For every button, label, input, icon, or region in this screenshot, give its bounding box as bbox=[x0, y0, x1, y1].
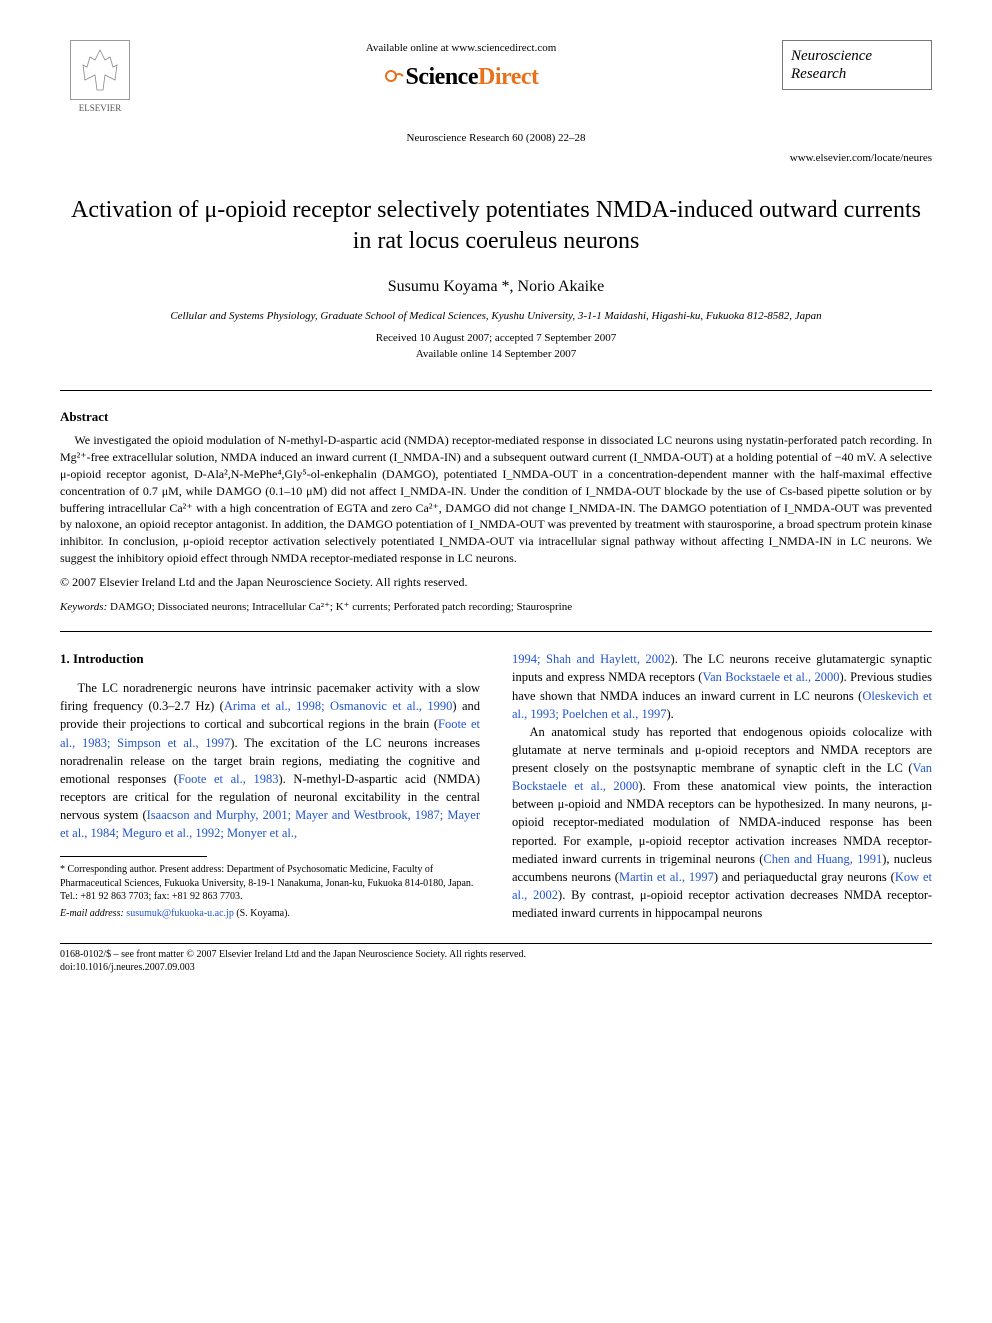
elsevier-tree-icon bbox=[70, 40, 130, 100]
col2-p1: 1994; Shah and Haylett, 2002). The LC ne… bbox=[512, 650, 932, 723]
footnote-divider bbox=[60, 856, 207, 857]
footnote-block: * Corresponding author. Present address:… bbox=[60, 863, 480, 920]
divider-bottom bbox=[60, 943, 932, 944]
issn-line: 0168-0102/$ – see front matter © 2007 El… bbox=[60, 948, 932, 961]
locate-url[interactable]: www.elsevier.com/locate/neures bbox=[60, 150, 932, 167]
t: ). By contrast, μ-opioid receptor activa… bbox=[512, 888, 932, 920]
left-column: 1. Introduction The LC noradrenergic neu… bbox=[60, 650, 480, 923]
email-label: E-mail address: bbox=[60, 908, 124, 919]
corresponding-author: * Corresponding author. Present address:… bbox=[60, 863, 480, 904]
journal-title-box: Neuroscience Research bbox=[782, 40, 932, 90]
abstract-text: We investigated the opioid modulation of… bbox=[60, 432, 932, 566]
header-row: ELSEVIER Available online at www.science… bbox=[60, 40, 932, 116]
col2-p2: An anatomical study has reported that en… bbox=[512, 723, 932, 922]
cite-1994[interactable]: 1994; Shah and Haylett, 2002 bbox=[512, 652, 671, 666]
t: ) and periaqueductal gray neurons ( bbox=[714, 870, 895, 884]
intro-p1: The LC noradrenergic neurons have intrin… bbox=[60, 679, 480, 842]
cite-chen[interactable]: Chen and Huang, 1991 bbox=[763, 852, 882, 866]
intro-heading: 1. Introduction bbox=[60, 650, 480, 669]
email-line: E-mail address: susumuk@fukuoka-u.ac.jp … bbox=[60, 907, 480, 921]
divider-mid bbox=[60, 631, 932, 632]
dates-received: Received 10 August 2007; accepted 7 Sept… bbox=[60, 331, 932, 346]
t: An anatomical study has reported that en… bbox=[512, 725, 932, 775]
right-column: 1994; Shah and Haylett, 2002). The LC ne… bbox=[512, 650, 932, 923]
email-who: (S. Koyama). bbox=[236, 908, 290, 919]
affiliation: Cellular and Systems Physiology, Graduat… bbox=[60, 309, 932, 323]
authors: Susumu Koyama *, Norio Akaike bbox=[60, 275, 932, 299]
publisher-name: ELSEVIER bbox=[60, 102, 140, 116]
citation-line: Neuroscience Research 60 (2008) 22–28 bbox=[60, 130, 932, 147]
elsevier-logo: ELSEVIER bbox=[60, 40, 140, 116]
available-online-text: Available online at www.sciencedirect.co… bbox=[140, 40, 782, 57]
sd-text-a: Science bbox=[406, 64, 478, 90]
keywords-line: Keywords: DAMGO; Dissociated neurons; In… bbox=[60, 599, 932, 616]
body-columns: 1. Introduction The LC noradrenergic neu… bbox=[60, 650, 932, 923]
journal-name-2: Research bbox=[791, 65, 923, 83]
dates-online: Available online 14 September 2007 bbox=[60, 347, 932, 362]
center-header: Available online at www.sciencedirect.co… bbox=[140, 40, 782, 95]
authors-text: Susumu Koyama *, Norio Akaike bbox=[388, 278, 604, 295]
cite-arima[interactable]: Arima et al., 1998; Osmanovic et al., 19… bbox=[224, 699, 453, 713]
keywords-label: Keywords: bbox=[60, 601, 107, 613]
keywords-text: DAMGO; Dissociated neurons; Intracellula… bbox=[110, 601, 572, 613]
abstract-heading: Abstract bbox=[60, 407, 932, 427]
email-address[interactable]: susumuk@fukuoka-u.ac.jp bbox=[126, 908, 234, 919]
divider-top bbox=[60, 390, 932, 391]
cite-foote2[interactable]: Foote et al., 1983 bbox=[178, 772, 279, 786]
cite-martin[interactable]: Martin et al., 1997 bbox=[619, 870, 714, 884]
sd-text-b: Direct bbox=[478, 64, 539, 90]
doi-line: doi:10.1016/j.neures.2007.09.003 bbox=[60, 961, 932, 974]
copyright-line: © 2007 Elsevier Ireland Ltd and the Japa… bbox=[60, 573, 932, 591]
article-title: Activation of μ-opioid receptor selectiv… bbox=[60, 195, 932, 257]
article-dates: Received 10 August 2007; accepted 7 Sept… bbox=[60, 331, 932, 362]
abstract-block: We investigated the opioid modulation of… bbox=[60, 432, 932, 566]
bottom-matter: 0168-0102/$ – see front matter © 2007 El… bbox=[60, 948, 932, 974]
sciencedirect-logo: ScienceDirect bbox=[140, 59, 782, 95]
cite-vanb[interactable]: Van Bockstaele et al., 2000 bbox=[702, 670, 839, 684]
journal-name-1: Neuroscience bbox=[791, 47, 923, 65]
t: ). bbox=[666, 707, 673, 721]
